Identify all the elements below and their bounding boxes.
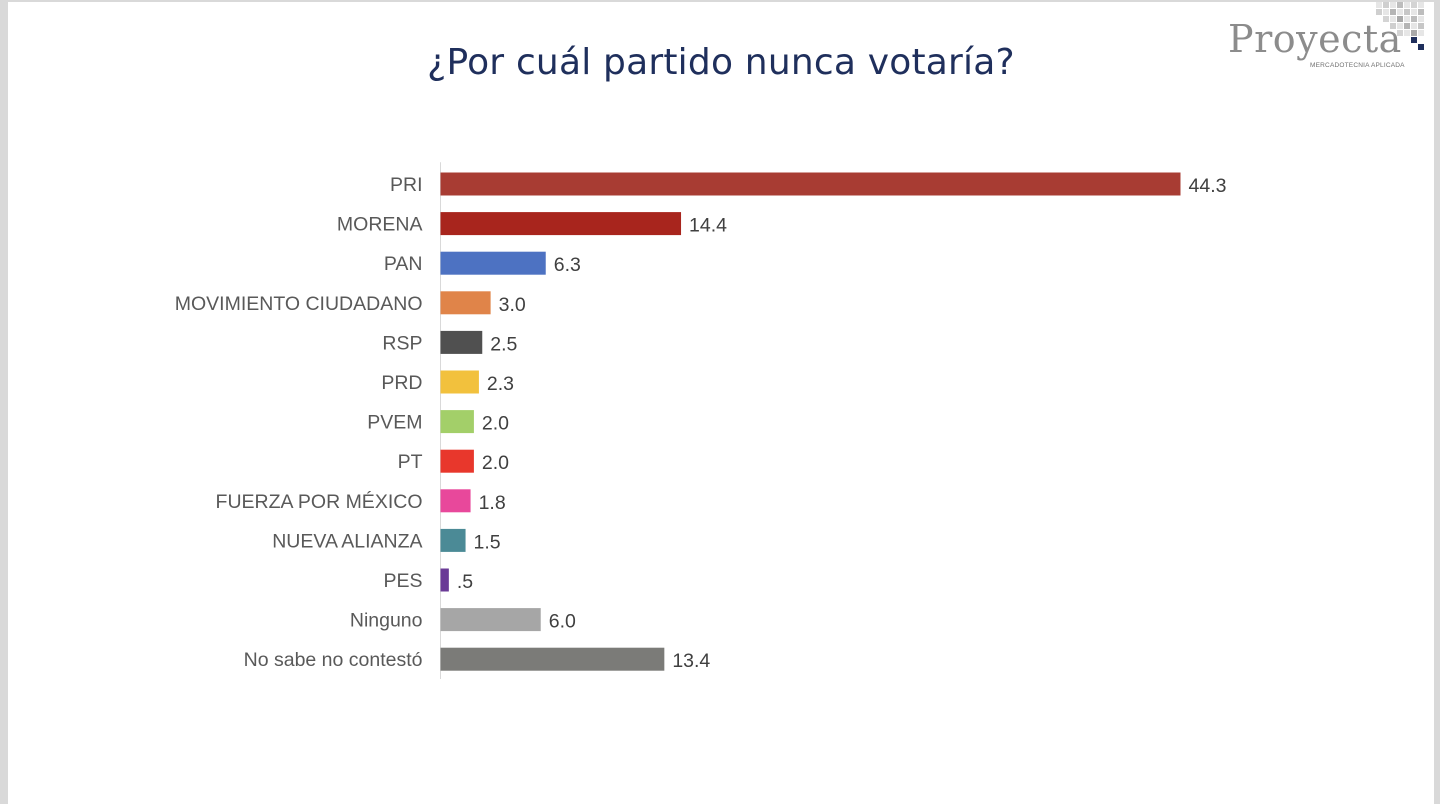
data-label: .5 [457,571,473,593]
category-label: RSP [382,332,422,354]
data-label: 6.0 [549,611,576,633]
data-label: 14.4 [689,215,727,237]
bar [440,330,483,354]
bar [440,449,474,473]
category-label: MOVIMIENTO CIUDADANO [175,293,423,315]
category-label: No sabe no contestó [244,649,423,671]
bar-chart: PRI 44.3 MORENA 14.4 PAN 6.3 MOVIMIENTO CIUDAD… [175,162,1227,679]
category-label: PRD [381,372,422,394]
bar [440,212,682,236]
logo-wordmark: Proyecta [1228,17,1402,61]
category-label: Ninguno [350,610,423,632]
data-label: 3.0 [499,294,526,316]
bar [440,172,1181,196]
data-label: 2.3 [487,373,514,395]
chart-title: ¿Por cuál partido nunca votaría? [427,42,1015,83]
category-label: PAN [384,253,423,275]
category-label: NUEVA ALIANZA [272,530,422,552]
data-label: 13.4 [672,650,710,672]
bar [440,647,665,671]
bar [440,568,449,592]
proyecta-logo: Proyecta MERCADOTECNIA APLICADA [1226,2,1434,82]
bar [440,410,474,434]
data-label: 6.3 [554,254,581,276]
category-label: PVEM [367,412,422,434]
slide: ¿Por cuál partido nunca votaría? Proyect… [8,2,1434,804]
data-label: 2.0 [482,452,509,474]
data-label: 2.0 [482,413,509,435]
bar [440,608,541,632]
data-label: 44.3 [1189,175,1227,197]
bar [440,370,479,394]
category-label: PES [383,570,422,592]
data-label: 2.5 [490,333,517,355]
data-label: 1.8 [479,492,506,514]
logo-tagline: MERCADOTECNIA APLICADA [1310,62,1405,69]
bar [440,251,546,275]
bar [440,291,491,315]
category-label: FUERZA POR MÉXICO [216,490,423,513]
data-label: 1.5 [474,531,501,553]
category-label: PRI [390,174,423,196]
bar [440,489,471,513]
category-label: MORENA [337,214,423,236]
bar [440,528,466,552]
category-label: PT [398,451,423,473]
